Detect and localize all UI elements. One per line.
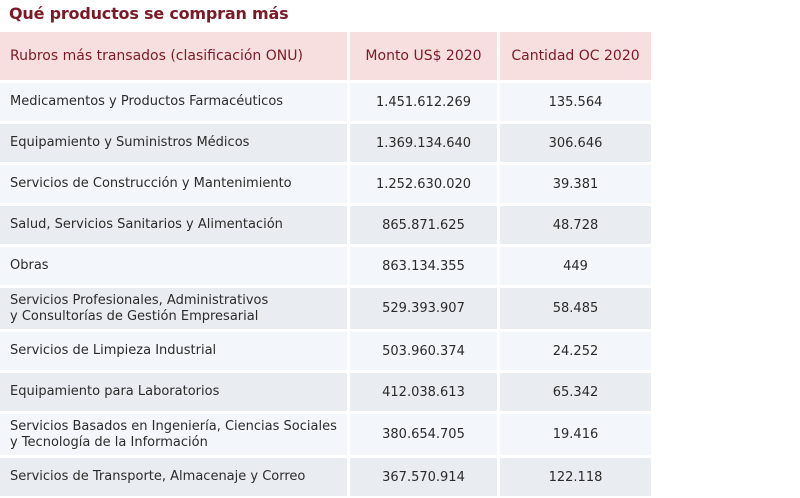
cell-rubro: Medicamentos y Productos Farmacéuticos [0,80,350,121]
cell-rubro: Servicios Basados en Ingeniería, Ciencia… [0,411,350,455]
cell-cantidad: 19.416 [500,411,651,455]
rubro-line: y Tecnología de la Información [10,434,208,450]
rubro-line: Servicios de Transporte, Almacenaje y Co… [10,469,306,484]
cell-rubro: Obras [0,244,350,285]
cell-rubro: Servicios Profesionales, Administrativos… [0,285,350,329]
table-row: Servicios Profesionales, Administrativos… [0,285,651,329]
table-row: Servicios de Construcción y Mantenimient… [0,162,651,203]
cell-rubro: Equipamiento para Laboratorios [0,370,350,411]
table-header-row: Rubros más transados (clasificación ONU)… [0,32,651,80]
products-table: Rubros más transados (clasificación ONU)… [0,32,651,496]
table-row: Obras 863.134.355 449 [0,244,651,285]
page-title: Qué productos se compran más [9,4,289,23]
cell-monto: 412.038.613 [350,370,500,411]
cell-monto: 1.369.134.640 [350,121,500,162]
cell-rubro: Servicios de Construcción y Mantenimient… [0,162,350,203]
cell-cantidad: 65.342 [500,370,651,411]
rubro-line: Obras [10,258,49,273]
cell-cantidad: 58.485 [500,285,651,329]
table-row: Equipamiento y Suministros Médicos 1.369.… [0,121,651,162]
cell-monto: 863.134.355 [350,244,500,285]
rubro-line: Servicios Profesionales, Administrativos [10,292,269,308]
rubro-line: Servicios Basados en Ingeniería, Ciencia… [10,418,337,434]
cell-monto: 503.960.374 [350,329,500,370]
cell-cantidad: 48.728 [500,203,651,244]
cell-monto: 380.654.705 [350,411,500,455]
table-row: Servicios de Limpieza Industrial 503.960.… [0,329,651,370]
cell-monto: 1.252.630.020 [350,162,500,203]
header-cantidad[interactable]: Cantidad OC 2020 [500,32,651,80]
cell-cantidad: 24.252 [500,329,651,370]
table-row: Medicamentos y Productos Farmacéuticos 1.… [0,80,651,121]
rubro-line: Servicios de Limpieza Industrial [10,343,217,358]
cell-rubro: Salud, Servicios Sanitarios y Alimentaci… [0,203,350,244]
rubro-line: Salud, Servicios Sanitarios y Alimentaci… [10,217,283,232]
cell-rubro: Equipamiento y Suministros Médicos [0,121,350,162]
cell-cantidad: 122.118 [500,455,651,496]
cell-rubro: Servicios de Limpieza Industrial [0,329,350,370]
table-body: Medicamentos y Productos Farmacéuticos 1.… [0,80,651,496]
cell-cantidad: 449 [500,244,651,285]
header-rubros[interactable]: Rubros más transados (clasificación ONU) [0,32,350,80]
cell-monto: 865.871.625 [350,203,500,244]
cell-rubro: Servicios de Transporte, Almacenaje y Co… [0,455,350,496]
table-row: Servicios de Transporte, Almacenaje y Co… [0,455,651,496]
rubro-line: Equipamiento para Laboratorios [10,384,220,399]
table-row: Servicios Basados en Ingeniería, Ciencia… [0,411,651,455]
cell-monto: 1.451.612.269 [350,80,500,121]
cell-cantidad: 39.381 [500,162,651,203]
rubro-line: Medicamentos y Productos Farmacéuticos [10,94,284,109]
table-row: Salud, Servicios Sanitarios y Alimentaci… [0,203,651,244]
header-monto[interactable]: Monto US$ 2020 [350,32,500,80]
rubro-line: Equipamiento y Suministros Médicos [10,135,250,150]
rubro-line: y Consultorías de Gestión Empresarial [10,308,259,324]
rubro-line: Servicios de Construcción y Mantenimient… [10,176,292,191]
cell-monto: 529.393.907 [350,285,500,329]
table-row: Equipamiento para Laboratorios 412.038.61… [0,370,651,411]
cell-monto: 367.570.914 [350,455,500,496]
cell-cantidad: 135.564 [500,80,651,121]
cell-cantidad: 306.646 [500,121,651,162]
